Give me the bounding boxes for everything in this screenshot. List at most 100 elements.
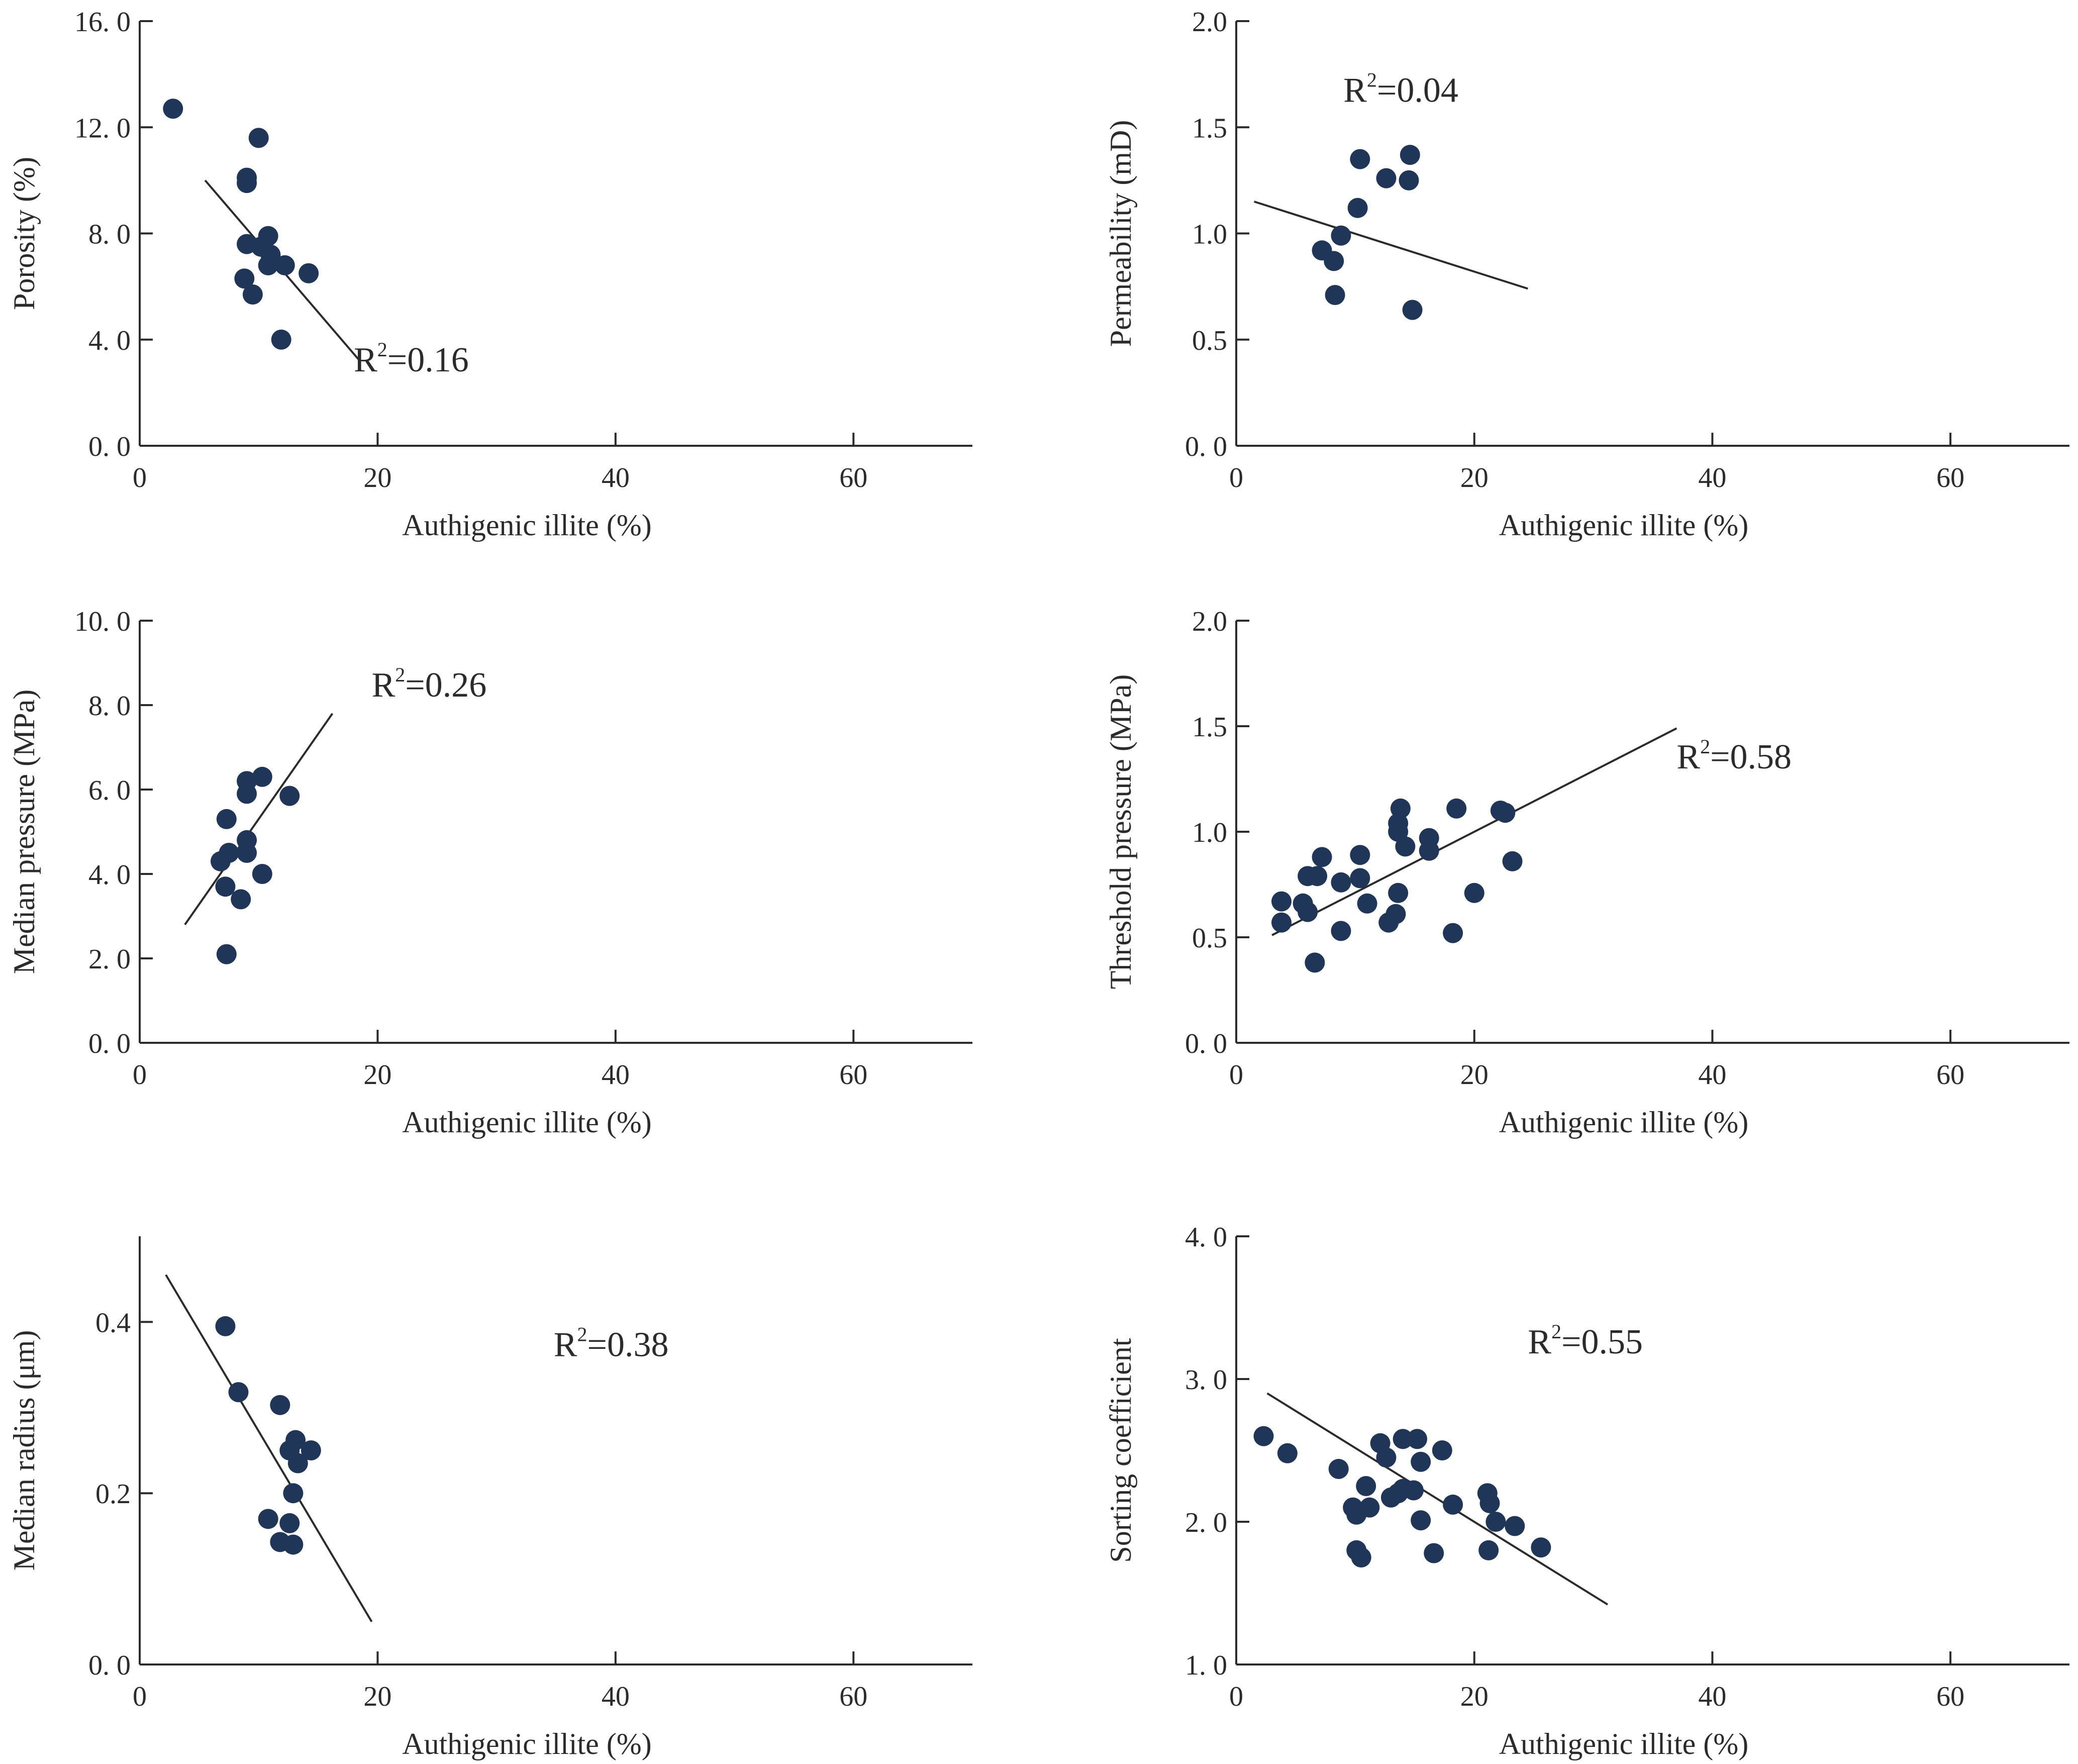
data-point <box>1331 872 1351 893</box>
x-tick-label: 0 <box>133 1681 147 1712</box>
data-point <box>252 766 272 787</box>
x-axis-label: Authigenic illite (%) <box>402 509 652 542</box>
data-point <box>1271 912 1292 933</box>
x-tick-label: 20 <box>1460 1059 1489 1091</box>
data-point <box>1407 1429 1428 1449</box>
data-point <box>1312 847 1332 867</box>
data-point <box>1446 798 1467 819</box>
y-tick-label: 12. 0 <box>74 113 131 144</box>
y-axis-label: Porosity (%) <box>8 157 41 310</box>
x-axis-label: Authigenic illite (%) <box>402 1727 652 1760</box>
data-point <box>1324 251 1344 271</box>
y-tick-label: 0.2 <box>95 1479 131 1510</box>
trendline <box>1266 1392 1609 1606</box>
data-point <box>271 329 291 350</box>
y-tick-label: 4. 0 <box>1185 1222 1227 1253</box>
data-point <box>1531 1537 1551 1558</box>
data-point <box>1350 149 1370 169</box>
data-point <box>1502 851 1523 871</box>
x-axis-label: Authigenic illite (%) <box>1499 509 1749 542</box>
chart-panel-median-radius: 0. 0 0.2 0.4 0 20 40 60 Authigenic illite (%) Me… <box>8 1236 972 1760</box>
data-point <box>1331 225 1351 246</box>
data-point <box>279 1513 300 1533</box>
data-point <box>1253 1426 1274 1446</box>
x-tick-label: 0 <box>133 1059 147 1091</box>
y-axis-label: Permeability (mD) <box>1104 120 1137 347</box>
data-point <box>234 268 255 289</box>
data-point <box>1390 798 1411 819</box>
trendline <box>1253 201 1528 290</box>
x-tick-label: 40 <box>602 1059 630 1091</box>
data-point <box>1271 891 1292 912</box>
data-point <box>1350 845 1370 865</box>
data-point <box>1298 902 1318 922</box>
x-tick-label: 0 <box>1229 1059 1243 1091</box>
y-tick-label: 1. 0 <box>1185 1650 1227 1681</box>
data-point <box>1411 1451 1431 1472</box>
data-point <box>1486 1512 1506 1532</box>
data-point <box>231 889 251 910</box>
data-point <box>1346 1504 1367 1525</box>
x-tick-label: 20 <box>363 1681 391 1712</box>
x-tick-label: 0 <box>1229 462 1243 494</box>
data-point <box>1331 921 1351 941</box>
x-tick-label: 20 <box>363 462 391 494</box>
data-point <box>1424 1543 1444 1563</box>
r-squared-annotation: R2=0.55 <box>1528 1320 1643 1361</box>
data-point <box>1505 1516 1525 1536</box>
data-point <box>1347 198 1368 218</box>
data-point <box>228 1382 249 1403</box>
data-point <box>1388 1483 1409 1504</box>
y-tick-label: 2.0 <box>1192 606 1227 637</box>
data-point <box>1325 285 1345 306</box>
y-tick-label: 1.0 <box>1192 219 1227 250</box>
data-point <box>216 809 237 829</box>
x-tick-label: 60 <box>1936 1681 1964 1712</box>
x-tick-label: 20 <box>1460 462 1489 494</box>
r-squared-annotation: R2=0.16 <box>354 338 469 379</box>
data-point <box>1356 1476 1376 1496</box>
x-tick-label: 40 <box>1698 1059 1726 1091</box>
y-tick-label: 0. 0 <box>1185 431 1227 462</box>
data-point <box>1400 145 1420 165</box>
data-point <box>1305 952 1325 973</box>
y-tick-label: 4. 0 <box>88 859 131 891</box>
data-point <box>1402 300 1423 320</box>
data-point <box>216 944 237 964</box>
data-point <box>1403 1480 1424 1501</box>
y-tick-label: 8. 0 <box>88 219 131 250</box>
data-point <box>301 1440 321 1460</box>
y-axis-label: Threshold pressure (MPa) <box>1104 674 1137 990</box>
data-point <box>1395 836 1416 857</box>
data-point <box>1376 168 1397 188</box>
data-point <box>1277 1443 1298 1463</box>
x-tick-label: 60 <box>839 1681 867 1712</box>
data-point <box>1419 840 1439 861</box>
r-squared-annotation: R2=0.58 <box>1676 735 1792 776</box>
data-point <box>1399 170 1419 190</box>
chart-panel-median-pressure: 0. 0 2. 0 4. 0 6. 0 8. 0 10. 0 0 20 40 60 Authigen… <box>8 606 972 1139</box>
x-tick-label: 40 <box>1698 1681 1726 1712</box>
x-tick-label: 40 <box>1698 462 1726 494</box>
x-tick-label: 40 <box>602 1681 630 1712</box>
data-point <box>1388 883 1409 903</box>
data-point <box>163 99 183 119</box>
data-point <box>274 255 295 275</box>
data-point <box>1393 1429 1413 1449</box>
y-tick-label: 4. 0 <box>88 325 131 356</box>
trendline <box>165 1274 373 1622</box>
y-tick-label: 0. 0 <box>88 1650 131 1681</box>
data-point <box>299 263 319 283</box>
x-tick-label: 60 <box>1936 462 1964 494</box>
data-point <box>1478 1540 1499 1560</box>
y-tick-label: 1.5 <box>1192 113 1227 144</box>
data-point <box>1376 1447 1397 1468</box>
data-point <box>1443 1494 1463 1515</box>
data-point <box>210 851 231 871</box>
data-point <box>237 783 257 804</box>
chart-panel-threshold-pressure: 0. 0 0.5 1.0 1.5 2.0 0 20 40 60 Authigenic illite… <box>1104 606 2069 1139</box>
data-point <box>1479 1493 1500 1514</box>
data-point <box>237 843 257 863</box>
r-squared-annotation: R2=0.26 <box>372 663 487 705</box>
